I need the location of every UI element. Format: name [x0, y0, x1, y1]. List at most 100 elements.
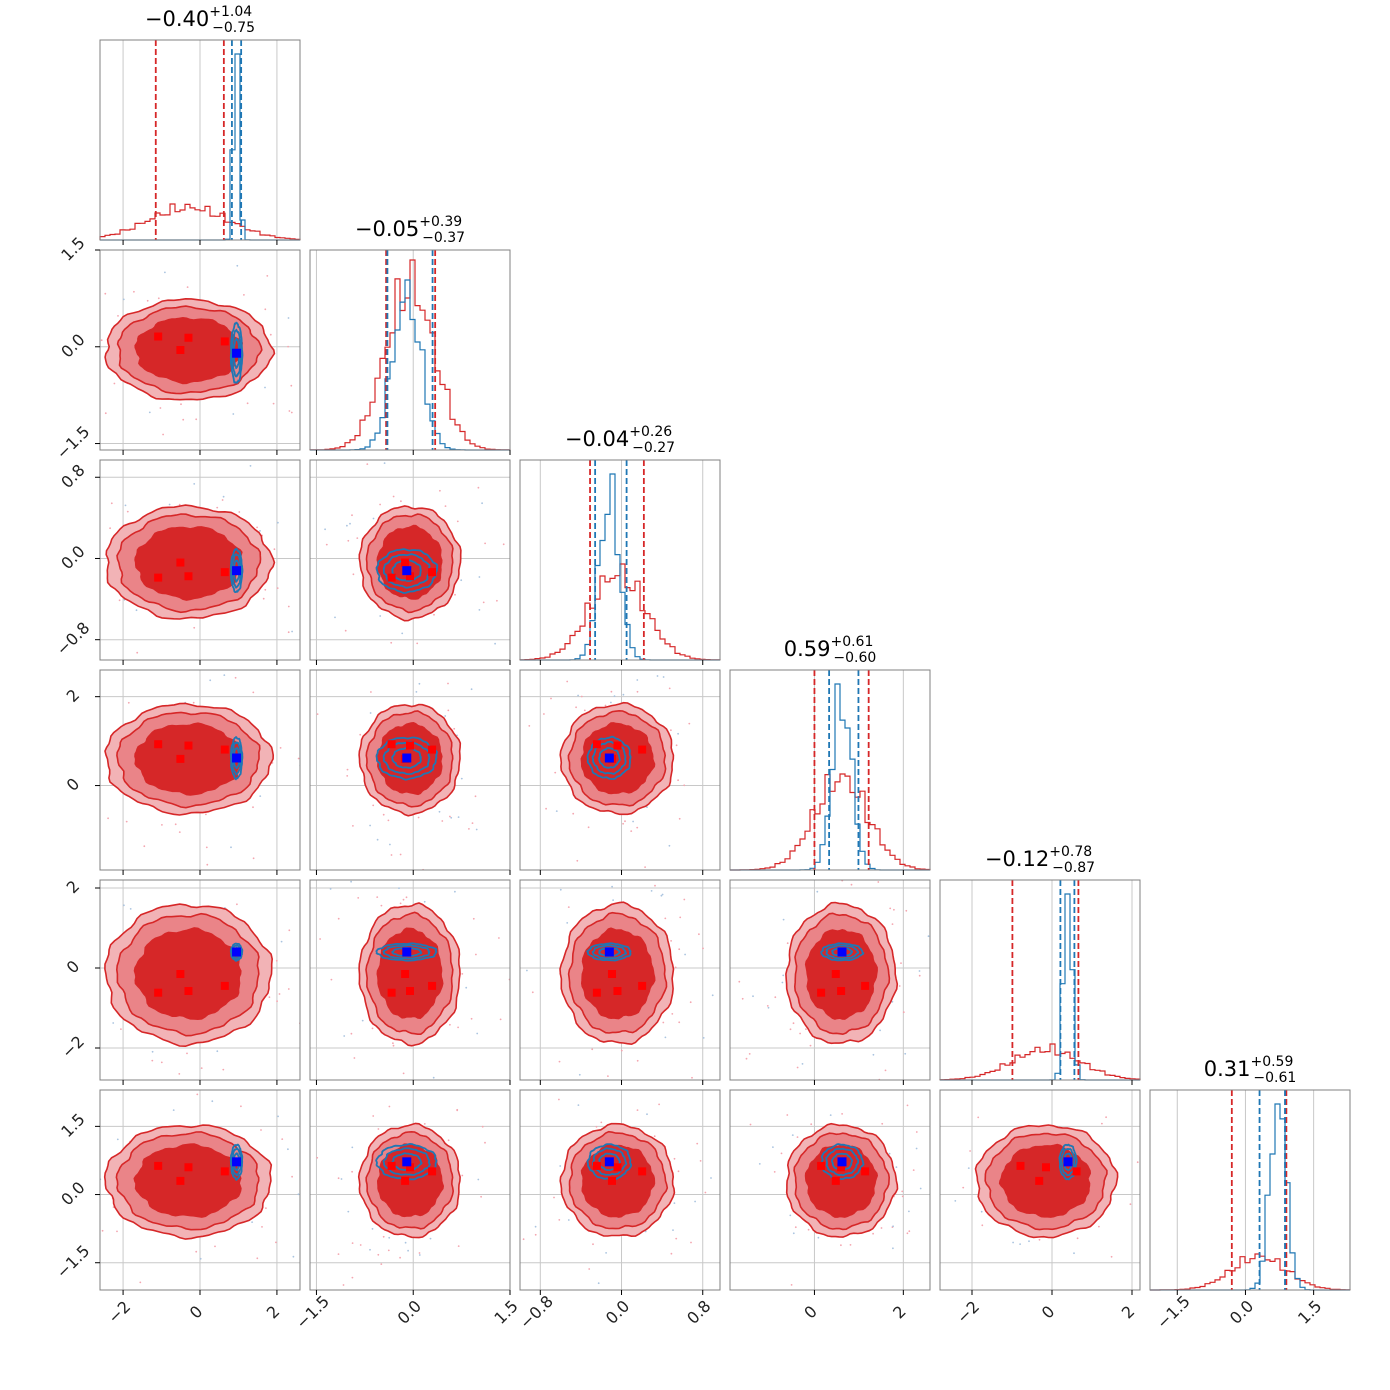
histogram-panel: −0.05+0.39 −0.37 — [309, 214, 511, 455]
sample-dot — [287, 1148, 289, 1151]
sample-dot — [180, 403, 182, 406]
contour-group — [30, 465, 293, 654]
sample-dot — [470, 1017, 473, 1020]
posterior-marker — [232, 1157, 242, 1167]
sample-dot — [372, 517, 375, 520]
sample-dot — [351, 1276, 354, 1279]
prior-marker — [184, 333, 193, 342]
sample-dot — [399, 902, 402, 905]
sample-dot — [613, 695, 616, 697]
sample-dot — [805, 1028, 807, 1030]
sample-dot — [160, 1061, 163, 1064]
sample-dot — [526, 969, 528, 972]
sample-dot — [879, 1029, 881, 1032]
sample-dot — [782, 918, 785, 921]
sample-dot — [405, 1081, 407, 1083]
sample-dot — [1142, 1225, 1144, 1227]
sample-dot — [849, 1244, 852, 1246]
contour-group — [74, 264, 300, 436]
sample-dot — [889, 907, 892, 910]
sample-dot — [279, 747, 282, 749]
contour-panel — [309, 1086, 511, 1295]
sample-dot — [888, 1152, 891, 1155]
sample-dot — [447, 709, 450, 712]
sample-dot — [919, 1187, 922, 1190]
prior-marker — [184, 572, 193, 581]
sample-dot — [352, 573, 355, 576]
sample-dot — [424, 1086, 426, 1088]
sample-dot — [481, 502, 483, 505]
x-tick-label: −1.5 — [292, 1292, 333, 1333]
sample-dot — [850, 883, 853, 886]
sample-dot — [653, 1135, 656, 1138]
sample-dot — [256, 526, 258, 529]
sample-dot — [30, 612, 32, 614]
sample-dot — [1028, 1240, 1030, 1243]
sample-dot — [402, 1072, 405, 1075]
sample-dot — [774, 996, 777, 999]
contour-panel — [309, 459, 511, 665]
sample-dot — [673, 1202, 676, 1204]
sample-dot — [840, 1244, 842, 1247]
sample-dot — [904, 1052, 907, 1055]
posterior-contour — [1060, 1147, 1076, 1177]
sample-dot — [636, 1109, 639, 1111]
sample-dot — [624, 820, 626, 823]
sample-dot — [908, 1230, 911, 1233]
sample-dot — [727, 995, 729, 997]
sample-dot — [905, 909, 908, 912]
sample-dot — [461, 1174, 464, 1177]
sample-dot — [728, 682, 730, 684]
sample-dot — [273, 548, 276, 551]
sample-dot — [371, 1027, 374, 1030]
sample-dot — [377, 1128, 380, 1130]
prior-marker — [1016, 1161, 1025, 1170]
sample-dot — [262, 597, 265, 600]
sample-dot — [664, 917, 667, 920]
posterior-contour — [391, 947, 423, 957]
prior-marker — [401, 1176, 410, 1185]
sample-dot — [901, 1190, 904, 1193]
sample-dot — [287, 345, 289, 348]
x-tick-label: 2 — [889, 1302, 910, 1323]
sample-dot — [366, 463, 369, 465]
prior-contour-inner — [804, 928, 878, 1020]
sample-dot — [749, 1123, 752, 1126]
sample-dot — [444, 715, 447, 717]
sample-dot — [387, 1249, 390, 1252]
sample-dot — [416, 642, 419, 645]
sample-dot — [369, 712, 372, 714]
x-tick-label: −2 — [953, 1297, 983, 1327]
sample-dot — [209, 679, 212, 682]
sample-dot — [382, 813, 385, 816]
panel-title: 0.59+0.61 −0.60 — [784, 634, 877, 666]
sample-dot — [346, 768, 349, 771]
sample-dot — [460, 777, 463, 780]
posterior-contour — [586, 942, 632, 962]
x-tick-label: 1.5 — [490, 1296, 521, 1327]
sample-dot — [622, 822, 624, 825]
x-tick-label: −1.5 — [1153, 1292, 1194, 1333]
sample-dot — [87, 704, 89, 706]
sample-dot — [674, 966, 677, 969]
sample-dot — [752, 995, 754, 998]
prior-marker — [428, 981, 437, 990]
sample-dot — [453, 727, 456, 730]
sample-dot — [881, 1122, 884, 1125]
prior-histogram — [939, 1043, 1141, 1081]
sample-dot — [577, 694, 579, 697]
sample-dot — [74, 373, 76, 375]
sample-dot — [893, 908, 895, 911]
prior-marker — [401, 970, 410, 978]
sample-dot — [275, 959, 278, 962]
sample-dot — [704, 1191, 707, 1194]
sample-dot — [475, 828, 478, 831]
contour-group — [528, 675, 730, 868]
posterior-contour — [591, 944, 628, 960]
prior-marker — [184, 987, 193, 995]
sample-dot — [405, 896, 408, 899]
posterior-contour — [592, 1147, 628, 1176]
sample-dot — [57, 1236, 59, 1238]
sample-dot — [256, 1257, 259, 1260]
